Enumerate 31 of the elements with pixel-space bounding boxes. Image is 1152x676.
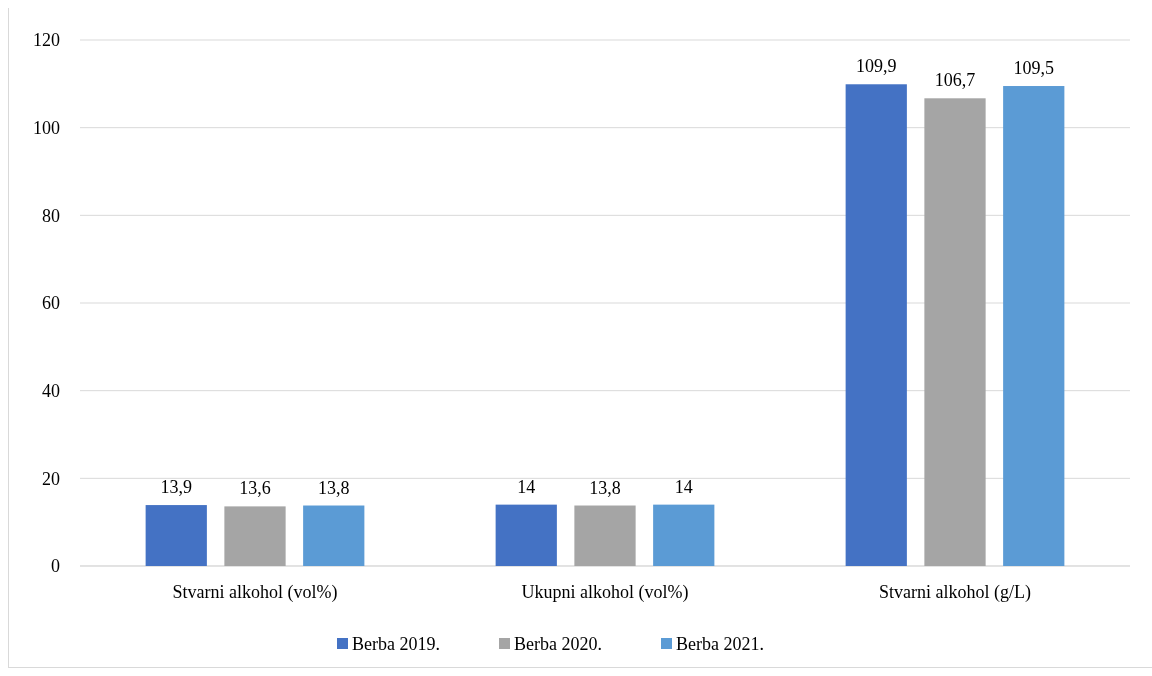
y-tick-label: 0 [51, 556, 60, 577]
bar [145, 505, 207, 566]
data-label: 14 [674, 476, 693, 497]
legend-label: Berba 2021. [676, 633, 764, 654]
data-label: 14 [517, 476, 536, 497]
data-label: 13,9 [160, 477, 192, 498]
bar [574, 505, 636, 566]
y-tick-label: 60 [42, 293, 60, 314]
x-tick-label: Ukupni alkohol (vol%) [521, 582, 689, 603]
bar [303, 505, 365, 566]
data-label: 106,7 [934, 70, 976, 91]
bar [224, 506, 286, 566]
y-tick-label: 20 [42, 468, 60, 489]
x-tick-label: Stvarni alkohol (vol%) [172, 582, 338, 603]
bar [845, 84, 907, 566]
data-label: 109,5 [1013, 58, 1054, 79]
y-tick-label: 80 [42, 205, 60, 226]
legend-label: Berba 2020. [514, 633, 602, 654]
bar [1003, 86, 1065, 566]
legend-label: Berba 2019. [352, 633, 440, 654]
data-label: 13,8 [318, 477, 350, 498]
data-label: 109,9 [856, 56, 897, 77]
y-tick-label: 120 [33, 30, 60, 51]
data-label: 13,6 [239, 478, 271, 499]
x-tick-label: Stvarni alkohol (g/L) [879, 582, 1031, 603]
bar [495, 504, 557, 566]
bar [924, 98, 986, 566]
data-label: 13,8 [589, 477, 621, 498]
y-tick-label: 100 [33, 117, 60, 138]
y-tick-label: 40 [42, 380, 60, 401]
bar [653, 504, 715, 566]
